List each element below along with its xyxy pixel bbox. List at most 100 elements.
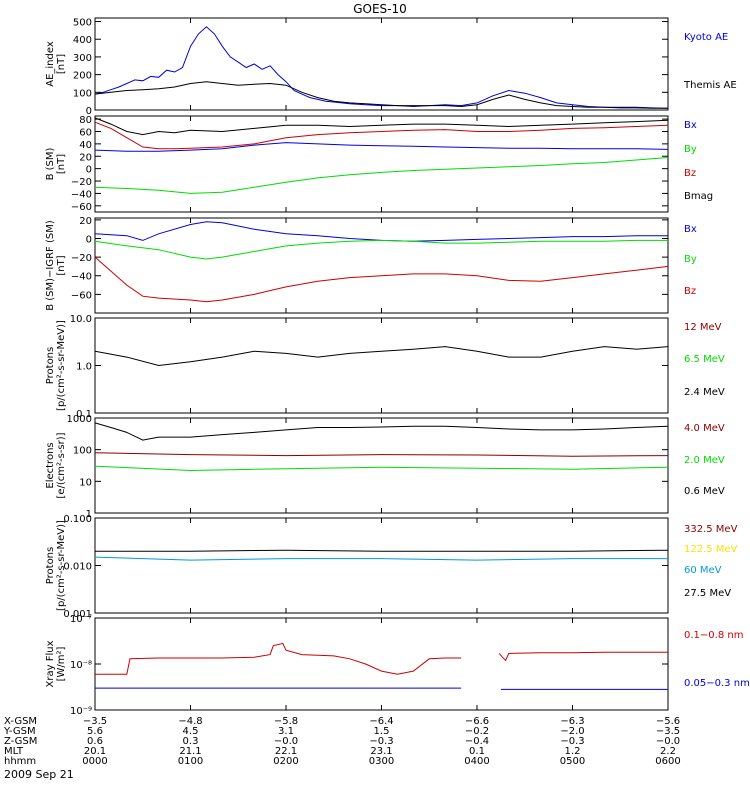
y-tick-label: 0 — [86, 165, 92, 176]
ephemeris-value: −6.4 — [369, 716, 393, 727]
legend-label: Bz — [684, 168, 696, 179]
series-line-3 — [94, 346, 669, 367]
panel-frame — [94, 17, 669, 111]
y-tick-label: 1000 — [67, 414, 92, 425]
y-tick-label: 0.010 — [63, 562, 92, 573]
y-tick-label: 400 — [73, 35, 92, 46]
series-line-1 — [94, 26, 669, 109]
y-tick-label: 200 — [73, 71, 92, 82]
y-axis-label: Xray Flux[W/m²] — [45, 640, 67, 687]
ephemeris-value: 0500 — [560, 756, 585, 767]
series-line-1 — [94, 221, 668, 242]
ephemeris-value: 22.1 — [275, 746, 297, 757]
ephemeris-row-label: Z-GSM — [4, 736, 37, 747]
ephemeris-value: 0100 — [178, 756, 203, 767]
legend-label: 332.5 MeV — [684, 524, 738, 535]
y-axis-label-line: [p/(cm²-s-sr-MeV)] — [56, 320, 67, 411]
series-line-2 — [95, 687, 668, 690]
y-axis-label: AE_index[nT] — [45, 41, 67, 87]
legend-label: Bmag — [684, 191, 713, 202]
panel-frame — [94, 517, 669, 614]
series-line-3 — [94, 256, 669, 303]
ephemeris-row-label: X-GSM — [4, 716, 37, 727]
y-tick-label: −20 — [71, 253, 92, 264]
chart-title: GOES-10 — [353, 2, 407, 16]
ephemeris-date: 2009 Sep 21 — [4, 768, 74, 781]
legend-label: 2.0 MeV — [684, 455, 725, 466]
y-axis-label: Protons[p/(cm²-s-sr-MeV)] — [45, 520, 67, 611]
y-axis-label-line: [nT] — [56, 255, 67, 275]
legend-label: By — [684, 144, 697, 155]
panel-frame — [94, 317, 669, 414]
series-line-2 — [94, 239, 668, 260]
series-line-2 — [94, 81, 668, 109]
y-axis-label: Protons[p/(cm²-s-sr-MeV)] — [45, 320, 67, 411]
ephemeris-value: 4.5 — [183, 726, 199, 737]
y-axis-label-line: B (SM)−IGRF (SM) — [45, 220, 56, 311]
ephemeris-value: −5.6 — [656, 716, 680, 727]
y-tick-label: 80 — [79, 115, 92, 126]
y-axis-label-line: [e/(cm²-s-sr)] — [56, 432, 67, 498]
y-tick-label: 40 — [79, 140, 92, 151]
y-axis-label: B (SM)−IGRF (SM)[nT] — [45, 220, 67, 311]
ephemeris-row-label: MLT — [4, 746, 24, 757]
panel-1: 0 100 200 300 400 500 AE_index[nT] Kyoto AE Them… — [45, 17, 737, 117]
y-tick-label: 0 — [86, 234, 92, 245]
y-axis-label-line: [nT] — [56, 54, 67, 74]
series-line-2 — [94, 465, 669, 472]
legend-label: Bz — [684, 286, 696, 297]
ephemeris-value: −3.5 — [656, 726, 680, 737]
y-axis-label-line: B (SM) — [45, 147, 56, 180]
series-line-1 — [94, 142, 669, 152]
series-line-4 — [94, 117, 669, 136]
y-tick-label: −60 — [71, 202, 92, 213]
ephemeris-value: −0.3 — [369, 736, 393, 747]
y-tick-label: 0.001 — [63, 609, 92, 620]
ephemeris-value: −6.3 — [560, 716, 584, 727]
ephemeris-value: 3.1 — [278, 726, 294, 737]
y-tick-label: 300 — [73, 53, 92, 64]
ephemeris-row-label: hhmm — [4, 756, 36, 767]
legend-label: 0.6 MeV — [684, 486, 725, 497]
y-axis-label-line: AE_index — [45, 41, 56, 87]
ephemeris-value: −0.4 — [465, 736, 489, 747]
ephemeris-value: 0200 — [273, 756, 298, 767]
panel-frame — [94, 217, 669, 314]
y-tick-label: 60 — [79, 127, 92, 138]
y-tick-label: −40 — [71, 189, 92, 200]
y-tick-label: 1.0 — [76, 362, 92, 373]
y-tick-label: 0 — [86, 106, 92, 117]
ephemeris-value: 0.3 — [183, 736, 199, 747]
ephemeris-value: −0.0 — [656, 736, 680, 747]
panel-3: −60 −40 −20 0 20 B (SM)−IGRF (SM)[nT] Bx By Bz — [45, 216, 697, 314]
panel-frame — [94, 115, 669, 213]
legend-label: 122.5 MeV — [684, 544, 738, 555]
ephemeris-value: −5.8 — [274, 716, 298, 727]
ephemeris-row-label: Y-GSM — [3, 726, 36, 737]
panel-frame — [94, 617, 669, 711]
y-tick-label: 1 — [86, 509, 92, 520]
y-axis-label-line: Protons — [45, 547, 56, 584]
series-line-3 — [94, 556, 668, 561]
series-line-2 — [94, 157, 669, 194]
y-tick-label: 500 — [73, 18, 92, 29]
legend-label: 60 MeV — [684, 565, 722, 576]
ephemeris-value: 5.6 — [87, 726, 103, 737]
ephemeris-table: 2009 Sep 21 X-GSMY-GSMZ-GSMMLThhmm−3.55.… — [3, 716, 681, 781]
y-tick-label: −40 — [71, 272, 92, 283]
ephemeris-value: 20.1 — [84, 746, 106, 757]
y-tick-label: 10.0 — [70, 314, 92, 325]
y-axis-label-line: [p/(cm²-s-sr-MeV)] — [56, 520, 67, 611]
ephemeris-value: −3.5 — [83, 716, 107, 727]
legend-label: Bx — [684, 120, 697, 131]
legend-label: Bx — [684, 224, 697, 235]
series-line-3 — [94, 422, 669, 441]
y-tick-label: −20 — [71, 177, 92, 188]
ephemeris-value: 0000 — [82, 756, 107, 767]
legend-label: 0.1−0.8 nm — [684, 630, 743, 641]
y-tick-label: 20 — [79, 152, 92, 163]
